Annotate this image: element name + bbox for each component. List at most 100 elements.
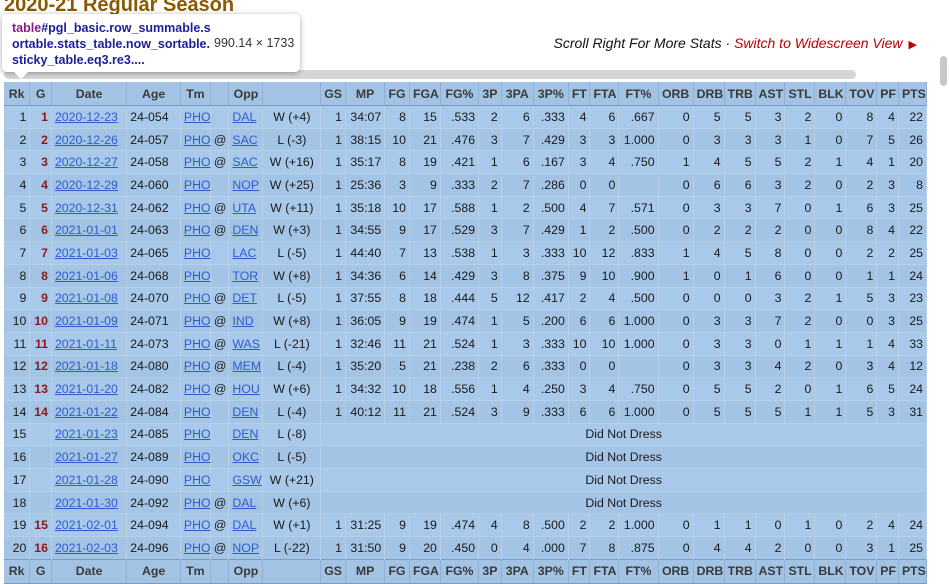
header-col-15[interactable]: 3P% bbox=[533, 82, 569, 106]
header-col-3[interactable]: Age bbox=[126, 82, 181, 106]
footer-col-13[interactable]: 3P bbox=[478, 558, 502, 584]
opponent-cell-link[interactable]: GSW bbox=[232, 472, 262, 487]
header-col-6[interactable]: Opp bbox=[228, 82, 264, 106]
footer-col-14[interactable]: 3PA bbox=[501, 558, 534, 584]
footer-col-15[interactable]: 3P% bbox=[533, 558, 569, 584]
opponent-cell-link[interactable]: NOP bbox=[232, 540, 260, 555]
opponent-cell-link[interactable]: DAL bbox=[232, 518, 257, 533]
opponent-cell-link[interactable]: DEN bbox=[232, 404, 259, 419]
opponent-cell-link[interactable]: NOP bbox=[232, 177, 260, 192]
header-col-25[interactable]: TOV bbox=[845, 82, 878, 106]
footer-col-0[interactable]: Rk bbox=[4, 558, 31, 584]
team-cell-link[interactable]: PHO bbox=[183, 472, 211, 487]
team-cell-link[interactable]: PHO bbox=[183, 495, 211, 510]
footer-col-12[interactable]: FG% bbox=[440, 558, 480, 584]
team-cell-link[interactable]: PHO bbox=[183, 336, 211, 351]
date-cell-link[interactable]: 2020-12-29 bbox=[54, 177, 118, 192]
team-cell-link[interactable]: PHO bbox=[183, 450, 211, 465]
opponent-cell-link[interactable]: IND bbox=[232, 314, 254, 329]
opponent-cell-link[interactable]: UTA bbox=[232, 200, 257, 215]
header-col-24[interactable]: BLK bbox=[814, 82, 847, 106]
opponent-cell-link[interactable]: MEM bbox=[232, 359, 262, 374]
team-cell-link[interactable]: PHO bbox=[183, 518, 211, 533]
footer-col-23[interactable]: STL bbox=[784, 558, 816, 584]
footer-col-24[interactable]: BLK bbox=[814, 558, 847, 584]
date-cell-link[interactable]: 2021-01-27 bbox=[54, 450, 118, 465]
header-col-9[interactable]: MP bbox=[345, 82, 386, 106]
footer-col-6[interactable]: Opp bbox=[228, 558, 264, 584]
date-cell-link[interactable]: 2021-01-11 bbox=[54, 336, 117, 351]
date-cell-link[interactable]: 2021-01-30 bbox=[54, 495, 118, 510]
footer-col-19[interactable]: ORB bbox=[658, 558, 694, 584]
footer-col-9[interactable]: MP bbox=[345, 558, 386, 584]
header-col-2[interactable]: Date bbox=[51, 82, 128, 106]
team-cell-link[interactable]: PHO bbox=[183, 427, 211, 442]
team-cell-link[interactable]: PHO bbox=[183, 314, 211, 329]
opponent-cell-link[interactable]: DEN bbox=[232, 427, 259, 442]
header-col-18[interactable]: FT% bbox=[618, 82, 659, 106]
footer-col-26[interactable]: PF bbox=[876, 558, 899, 584]
opponent-cell-link[interactable]: WAS bbox=[232, 336, 260, 351]
date-cell-link[interactable]: 2021-01-18 bbox=[54, 359, 118, 374]
header-col-1[interactable]: G bbox=[29, 82, 52, 106]
date-cell-link[interactable]: 2021-01-20 bbox=[54, 382, 118, 397]
footer-col-1[interactable]: G bbox=[29, 558, 52, 584]
widescreen-link[interactable]: Switch to Widescreen View bbox=[734, 35, 903, 51]
team-cell-link[interactable]: PHO bbox=[183, 268, 211, 283]
header-col-17[interactable]: FTA bbox=[589, 82, 620, 106]
date-cell-link[interactable]: 2020-12-23 bbox=[54, 109, 118, 124]
header-col-27[interactable]: PTS bbox=[898, 82, 928, 106]
opponent-cell-link[interactable]: HOU bbox=[232, 382, 260, 397]
footer-col-20[interactable]: DRB bbox=[693, 558, 725, 584]
footer-col-4[interactable]: Tm bbox=[180, 558, 211, 584]
date-cell-link[interactable]: 2021-02-01 bbox=[54, 518, 118, 533]
vertical-scrollbar[interactable] bbox=[940, 56, 947, 86]
horizontal-scrollbar[interactable] bbox=[4, 70, 856, 79]
header-col-23[interactable]: STL bbox=[784, 82, 816, 106]
date-cell-link[interactable]: 2021-01-28 bbox=[54, 472, 118, 487]
footer-col-8[interactable]: GS bbox=[320, 558, 346, 584]
header-col-22[interactable]: AST bbox=[755, 82, 786, 106]
header-col-16[interactable]: FT bbox=[568, 82, 591, 106]
team-cell-link[interactable]: PHO bbox=[183, 291, 211, 306]
header-col-20[interactable]: DRB bbox=[693, 82, 725, 106]
footer-col-21[interactable]: TRB bbox=[724, 558, 756, 584]
team-cell-link[interactable]: PHO bbox=[183, 359, 211, 374]
date-cell-link[interactable]: 2021-01-08 bbox=[54, 291, 118, 306]
team-cell-link[interactable]: PHO bbox=[183, 200, 211, 215]
team-cell-link[interactable]: PHO bbox=[183, 177, 211, 192]
header-col-4[interactable]: Tm bbox=[180, 82, 211, 106]
team-cell-link[interactable]: PHO bbox=[183, 404, 211, 419]
opponent-cell-link[interactable]: OKC bbox=[232, 450, 260, 465]
footer-col-11[interactable]: FGA bbox=[409, 558, 441, 584]
footer-col-2[interactable]: Date bbox=[51, 558, 128, 584]
date-cell-link[interactable]: 2021-01-03 bbox=[54, 245, 118, 260]
team-cell-link[interactable]: PHO bbox=[183, 109, 211, 124]
header-col-19[interactable]: ORB bbox=[658, 82, 694, 106]
opponent-cell-link[interactable]: DET bbox=[232, 291, 258, 306]
opponent-cell-link[interactable]: DAL bbox=[232, 495, 257, 510]
header-col-13[interactable]: 3P bbox=[478, 82, 502, 106]
opponent-cell-link[interactable]: SAC bbox=[232, 155, 258, 170]
header-col-21[interactable]: TRB bbox=[724, 82, 756, 106]
team-cell-link[interactable]: PHO bbox=[183, 155, 211, 170]
footer-col-10[interactable]: FG bbox=[384, 558, 410, 584]
date-cell-link[interactable]: 2020-12-26 bbox=[54, 132, 118, 147]
date-cell-link[interactable]: 2021-01-22 bbox=[54, 404, 118, 419]
header-col-11[interactable]: FGA bbox=[409, 82, 441, 106]
date-cell-link[interactable]: 2020-12-27 bbox=[54, 155, 118, 170]
date-cell-link[interactable]: 2021-01-23 bbox=[54, 427, 118, 442]
opponent-cell-link[interactable]: DEN bbox=[232, 223, 259, 238]
header-col-14[interactable]: 3PA bbox=[501, 82, 534, 106]
opponent-cell-link[interactable]: LAC bbox=[232, 245, 257, 260]
date-cell-link[interactable]: 2021-01-01 bbox=[54, 223, 118, 238]
header-col-10[interactable]: FG bbox=[384, 82, 410, 106]
footer-col-27[interactable]: PTS bbox=[898, 558, 928, 584]
team-cell-link[interactable]: PHO bbox=[183, 245, 211, 260]
team-cell-link[interactable]: PHO bbox=[183, 223, 211, 238]
footer-col-17[interactable]: FTA bbox=[589, 558, 620, 584]
opponent-cell-link[interactable]: DAL bbox=[232, 109, 257, 124]
opponent-cell-link[interactable]: SAC bbox=[232, 132, 258, 147]
header-col-26[interactable]: PF bbox=[876, 82, 899, 106]
date-cell-link[interactable]: 2021-01-09 bbox=[54, 314, 118, 329]
